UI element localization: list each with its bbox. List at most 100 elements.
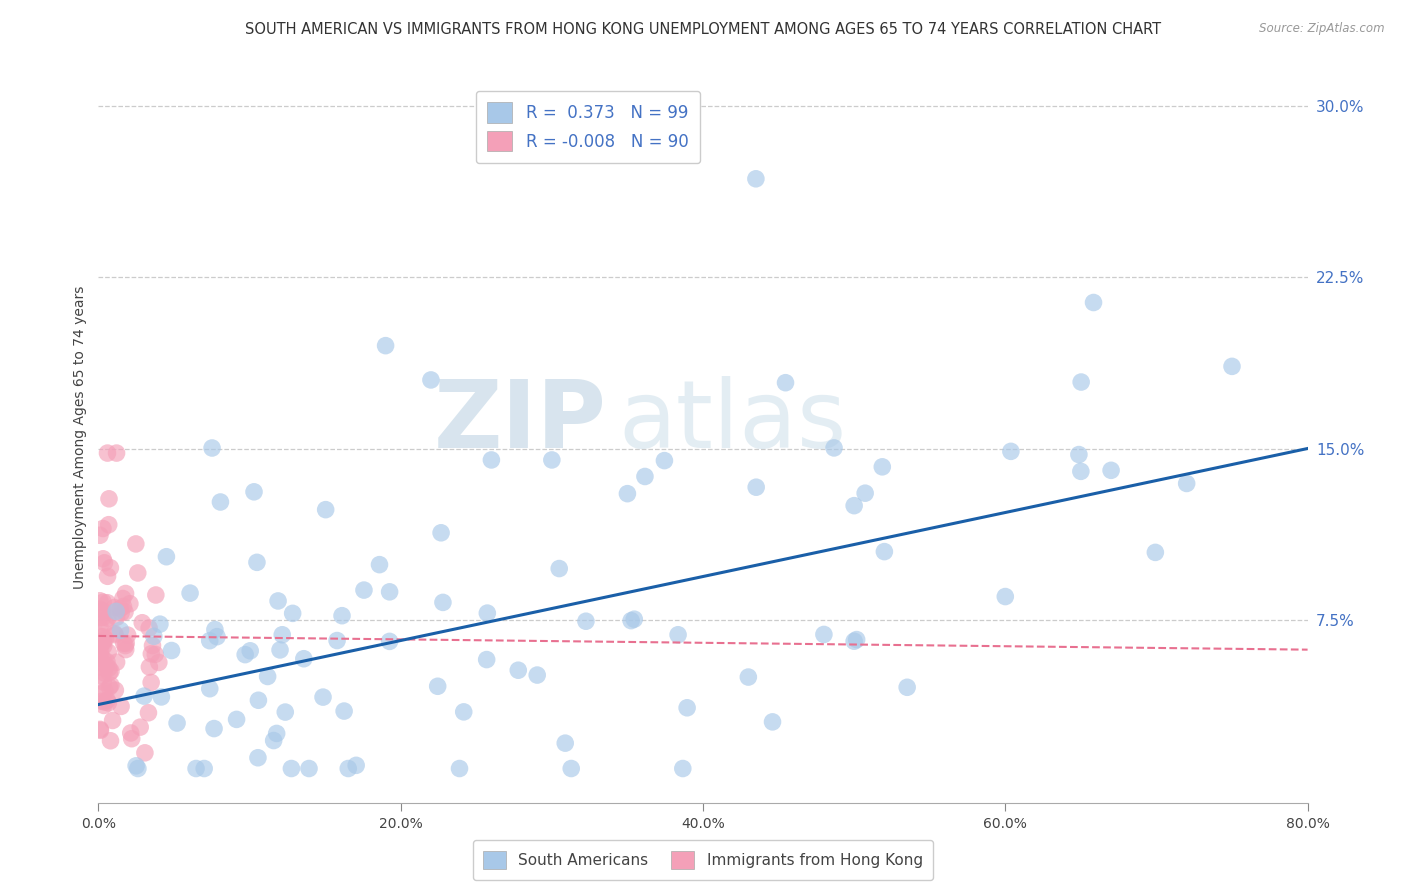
Point [266,726,288,740]
Point [93,556,115,570]
Point [1070,375,1092,389]
Point [96,569,118,583]
Point [634,469,657,483]
Point [271,628,294,642]
Point [90,694,112,708]
Point [114,642,136,657]
Point [141,647,163,661]
Point [432,595,454,609]
Point [141,639,163,653]
Point [247,693,270,707]
Point [873,544,896,558]
Point [1083,295,1105,310]
Point [132,689,155,703]
Point [616,486,638,500]
Point [844,499,866,513]
Point [745,171,768,186]
Point [267,594,290,608]
Point [426,679,449,693]
Point [193,762,215,776]
Point [315,502,337,516]
Point [97,517,120,532]
Point [93,665,115,680]
Point [263,733,285,747]
Point [103,626,125,640]
Point [449,762,471,776]
Point [127,762,149,776]
Point [127,566,149,580]
Point [115,636,138,650]
Point [330,608,353,623]
Point [155,549,177,564]
Point [111,591,134,606]
Point [98,665,121,680]
Point [994,590,1017,604]
Point [246,750,269,764]
Legend: South Americans, Immigrants from Hong Kong: South Americans, Immigrants from Hong Ko… [472,840,934,880]
Point [94,658,117,673]
Point [97,645,120,659]
Point [333,704,356,718]
Point [184,762,207,776]
Point [125,537,148,551]
Point [98,680,121,694]
Point [575,614,598,628]
Point [142,629,165,643]
Point [477,606,499,620]
Point [131,615,153,630]
Point [91,551,114,566]
Point [246,555,269,569]
Point [89,652,111,666]
Point [453,705,475,719]
Point [374,339,396,353]
Point [1070,464,1092,478]
Text: ZIP: ZIP [433,376,606,468]
Point [93,698,115,713]
Point [97,696,120,710]
Point [344,758,367,772]
Point [149,617,172,632]
Point [89,611,111,625]
Point [94,616,117,631]
Point [813,627,835,641]
Point [91,521,114,535]
Point [120,726,142,740]
Point [737,670,759,684]
Point [378,584,401,599]
Point [91,595,114,609]
Point [118,597,141,611]
Point [326,633,349,648]
Point [872,459,894,474]
Point [420,373,443,387]
Point [1220,359,1243,374]
Point [104,683,127,698]
Point [91,604,114,618]
Point [125,759,148,773]
Point [100,561,122,575]
Point [481,453,503,467]
Point [548,561,571,575]
Point [1000,444,1022,458]
Point [89,629,111,643]
Point [145,588,167,602]
Point [775,376,797,390]
Point [96,446,118,460]
Point [114,639,136,653]
Point [112,636,135,650]
Point [110,606,132,620]
Point [91,610,114,624]
Point [368,558,391,572]
Point [204,623,226,637]
Point [676,700,699,714]
Point [281,607,304,621]
Point [105,655,128,669]
Point [312,690,335,705]
Point [225,712,247,726]
Point [269,643,291,657]
Point [134,746,156,760]
Point [90,644,112,658]
Point [89,723,111,737]
Point [91,630,114,644]
Point [620,614,643,628]
Point [91,661,114,675]
